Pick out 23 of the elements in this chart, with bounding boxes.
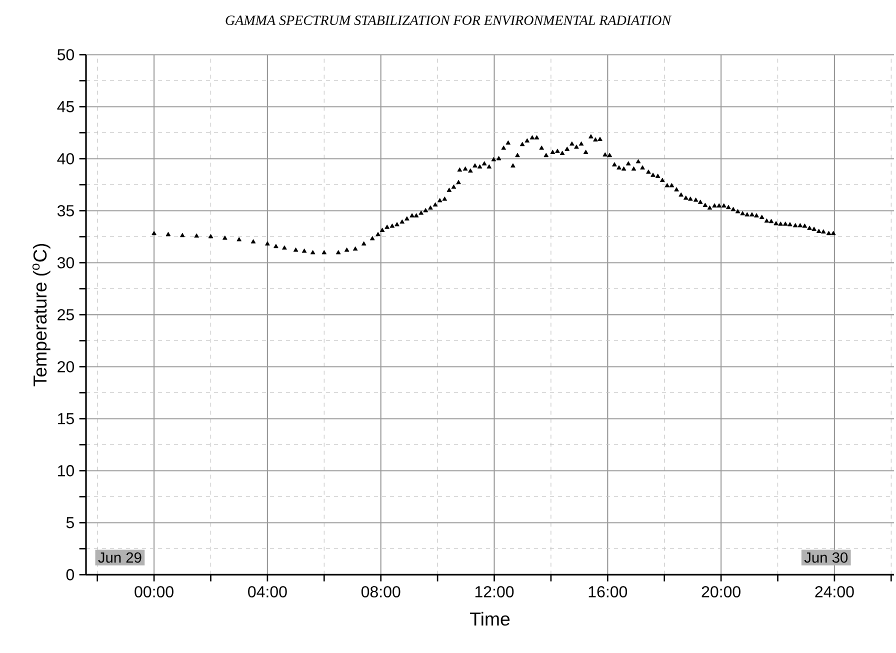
y-tick-label: 15 [58, 413, 74, 424]
x-tick-label: 04:00 [248, 586, 287, 598]
y-tick-label: 30 [57, 257, 74, 268]
y-tick-label: 45 [57, 101, 74, 112]
y-tick-label: 20 [58, 361, 74, 372]
y-tick-label: 35 [57, 205, 74, 216]
annotation: Jun 29 [98, 552, 142, 563]
y-tick-label: 40 [57, 153, 74, 164]
y-axis-title: Temperature ($^{o}$C) [32, 244, 50, 386]
x-axis-title: Time [470, 612, 510, 626]
x-tick-label: 12:00 [475, 586, 514, 598]
y-tick-label: 0 [66, 569, 74, 580]
x-tick-label: 24:00 [815, 586, 854, 598]
x-tick-label: 08:00 [361, 586, 400, 598]
x-tick-label: 00:00 [134, 586, 174, 598]
x-tick-label: 16:00 [588, 586, 628, 598]
annotation: Jun 30 [804, 552, 848, 563]
y-tick-label: 5 [66, 517, 74, 528]
y-tick-label: 10 [58, 465, 74, 476]
x-tick-label: 20:00 [702, 586, 740, 598]
y-tick-label: 50 [57, 49, 74, 60]
y-tick-label: 25 [58, 309, 74, 320]
chart-title: GAMMA SPECTRUM STABILIZATION FOR ENVIRONMENTAL RADIATION [226, 16, 672, 26]
